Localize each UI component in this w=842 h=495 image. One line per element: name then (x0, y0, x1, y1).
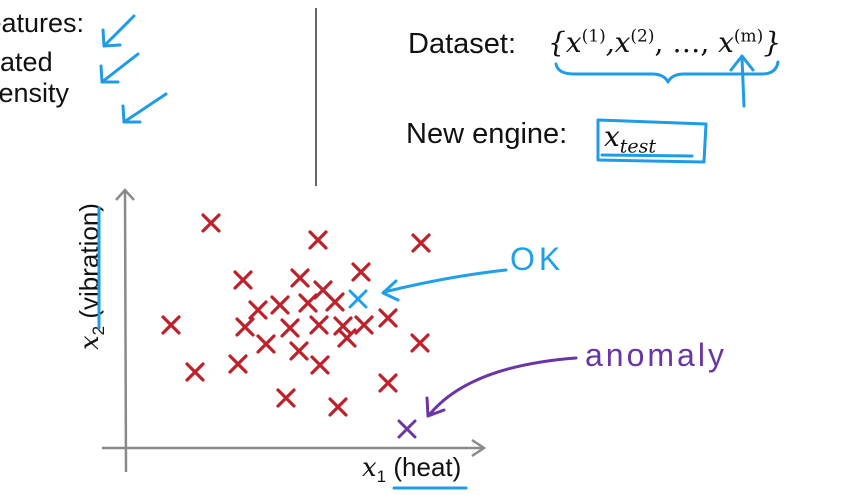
data-point (298, 293, 318, 313)
ok-arrow-head (381, 279, 400, 302)
feature-arrows (99, 14, 168, 124)
xtest-underline (600, 153, 694, 158)
dataset-xm: x (718, 26, 734, 59)
data-point (235, 317, 255, 337)
features-title: Features: (0, 8, 85, 38)
dataset-x2: x (614, 26, 631, 59)
dataset-up-arrow-head (729, 54, 755, 72)
data-point (354, 315, 374, 335)
feature-heated: heated (0, 47, 53, 77)
anomaly-arrow-line (428, 356, 578, 416)
data-point (276, 388, 296, 408)
data-point (280, 318, 300, 338)
dataset-label: Dataset: (408, 28, 516, 60)
xtest-box (596, 118, 708, 164)
x-axis-arrowhead (471, 438, 487, 458)
data-point (378, 308, 398, 328)
data-point (161, 315, 181, 335)
dataset-xm-index: (m) (733, 26, 764, 47)
set-open-brace: { (548, 26, 566, 59)
x-axis-var: x (362, 453, 377, 483)
data-point (410, 333, 430, 353)
dataset-x2-index: (2) (630, 26, 655, 47)
underbrace-path (554, 60, 780, 84)
data-point (309, 315, 329, 335)
feature-intensity: intensity (0, 78, 70, 108)
dataset-x1-index: (1) (581, 26, 606, 47)
data-point (248, 300, 268, 320)
ok-test-point (348, 289, 368, 309)
xtest-highlight-box (596, 118, 708, 164)
dataset-set: {x(1),x(2), …, x(m)} (548, 26, 781, 59)
arrow-features (102, 14, 136, 48)
data-point (185, 362, 205, 382)
axes (102, 188, 487, 473)
data-point (201, 213, 221, 233)
normal-data-points (161, 213, 431, 417)
data-point (270, 295, 290, 315)
xtest-sub: test (619, 135, 657, 158)
y-axis (123, 191, 128, 473)
arrow-features-head (101, 28, 122, 48)
arrow-intensity (122, 92, 168, 124)
data-point (228, 354, 248, 374)
y-axis-arrowhead (115, 188, 135, 201)
data-point (351, 262, 371, 282)
dataset-x1: x (565, 26, 582, 59)
data-point (310, 355, 330, 375)
data-point (256, 334, 276, 354)
x-axis-text: (heat) (393, 452, 462, 482)
ok-arrow (381, 268, 508, 302)
data-point (290, 268, 310, 288)
data-point (333, 316, 353, 336)
anomaly-arrow-head (425, 396, 446, 418)
ok-arrow-line (382, 268, 508, 294)
dataset-ellipsis: , …, (654, 26, 719, 59)
data-point (328, 397, 348, 417)
dataset-comma: , (605, 26, 615, 59)
data-point (378, 373, 398, 393)
dataset-underbrace (554, 54, 780, 108)
data-point (289, 341, 309, 361)
data-point (337, 328, 357, 348)
arrow-intensity-head (121, 104, 142, 124)
data-point (233, 270, 253, 290)
anomaly-test-point (397, 419, 417, 439)
set-close-brace: } (763, 26, 782, 59)
data-point (308, 230, 328, 250)
new-engine-xtest: xtest (604, 120, 656, 158)
data-point (325, 292, 345, 312)
ok-label: OK (510, 241, 564, 277)
arrow-heated-head (99, 64, 120, 84)
arrow-heated (100, 52, 140, 84)
x-axis-sub: 1 (376, 467, 387, 487)
xtest-var: x (604, 120, 620, 153)
data-point (411, 233, 431, 253)
anomaly-arrow (425, 356, 578, 418)
dataset-up-arrow (740, 56, 746, 108)
anomaly-label: anomaly (585, 337, 727, 373)
x-axis-label: x1 (heat) (362, 452, 461, 487)
new-engine-label: New engine: (406, 118, 568, 150)
